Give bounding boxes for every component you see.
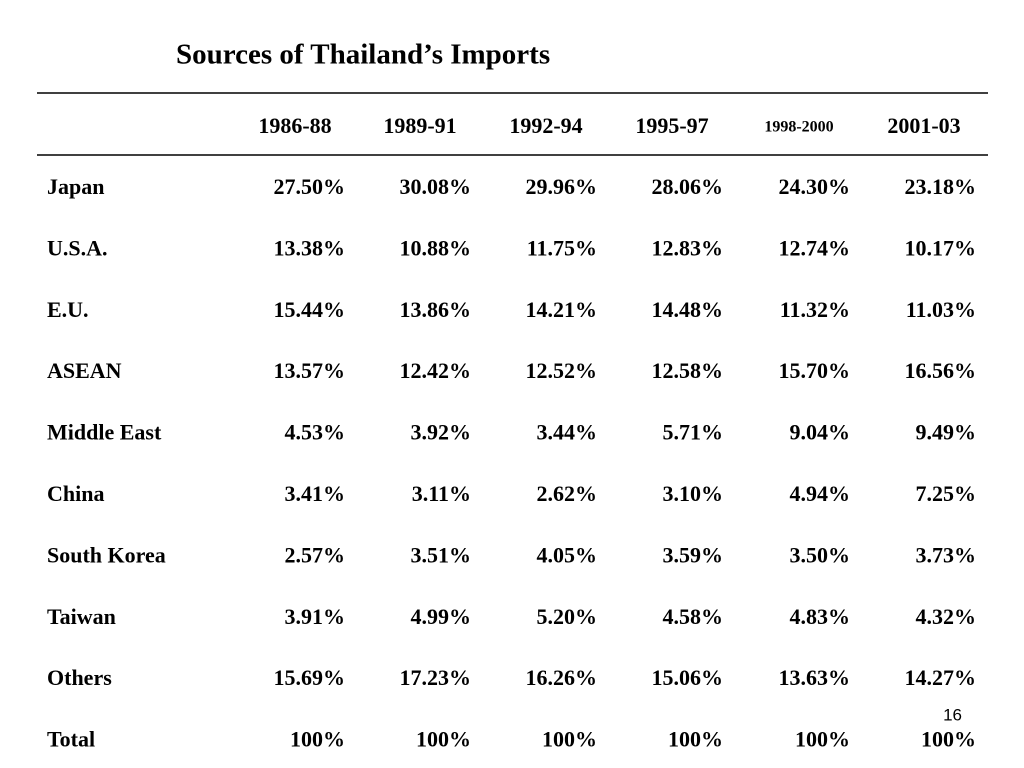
table-cell: 5.20% <box>537 604 598 629</box>
table-cell: 4.99% <box>411 604 472 629</box>
table-cell: 4.58% <box>663 604 724 629</box>
table-cell: 14.48% <box>652 297 724 322</box>
table-cell: 13.57% <box>274 358 346 383</box>
table-cell: 17.23% <box>400 665 472 690</box>
table-cell: 4.05% <box>537 542 598 567</box>
table-cell: 23.18% <box>905 174 977 199</box>
column-header: 1992-94 <box>509 113 582 138</box>
table-cell: 14.27% <box>905 665 977 690</box>
table-cell: 3.51% <box>411 542 472 567</box>
table-cell: 15.06% <box>652 665 724 690</box>
table-cell: 3.11% <box>412 481 471 506</box>
table-cell: 15.70% <box>779 358 851 383</box>
table-cell: 3.73% <box>916 542 977 567</box>
row-label: Others <box>47 665 112 690</box>
table-cell: 12.74% <box>779 235 851 260</box>
column-header: 1998-2000 <box>764 119 833 136</box>
table-cell: 30.08% <box>400 174 472 199</box>
table-cell: 3.44% <box>537 420 598 445</box>
table-cell: 4.32% <box>916 604 977 629</box>
table-cell: 3.41% <box>285 481 346 506</box>
table-cell: 3.59% <box>663 542 724 567</box>
table-cell: 9.49% <box>916 420 977 445</box>
table-cell: 100% <box>416 727 471 752</box>
table-cell: 15.44% <box>274 297 346 322</box>
table-cell: 12.58% <box>652 358 724 383</box>
table-cell: 100% <box>795 727 850 752</box>
table-cell: 29.96% <box>526 174 598 199</box>
table-cell: 100% <box>542 727 597 752</box>
table-cell: 100% <box>921 727 976 752</box>
table-cell: 16.56% <box>905 358 977 383</box>
table-cell: 5.71% <box>663 420 724 445</box>
column-header: 1989-91 <box>383 113 456 138</box>
table-cell: 2.57% <box>285 542 346 567</box>
table-cell: 3.91% <box>285 604 346 629</box>
slide-title: Sources of Thailand’s Imports <box>176 39 550 71</box>
table-cell: 12.42% <box>400 358 472 383</box>
table-cell: 11.32% <box>780 297 850 322</box>
table-cell: 4.53% <box>285 420 346 445</box>
table-cell: 3.92% <box>411 420 472 445</box>
table-cell: 13.86% <box>400 297 472 322</box>
row-label: China <box>47 481 104 506</box>
table-cell: 27.50% <box>274 174 346 199</box>
row-label: Taiwan <box>47 604 116 629</box>
row-label: U.S.A. <box>47 235 108 260</box>
table-cell: 14.21% <box>526 297 598 322</box>
table-cell: 4.83% <box>790 604 851 629</box>
table-cell: 7.25% <box>916 481 977 506</box>
table-cell: 10.17% <box>905 235 977 260</box>
table-cell: 2.62% <box>537 481 598 506</box>
table-cell: 4.94% <box>790 481 851 506</box>
table-cell: 9.04% <box>790 420 851 445</box>
table-cell: 3.50% <box>790 542 851 567</box>
table-cell: 24.30% <box>779 174 851 199</box>
table-cell: 15.69% <box>274 665 346 690</box>
table-cell: 16.26% <box>526 665 598 690</box>
table-cell: 28.06% <box>652 174 724 199</box>
row-label: ASEAN <box>47 358 122 383</box>
row-label: Middle East <box>47 420 162 445</box>
table-cell: 10.88% <box>400 235 472 260</box>
table-cell: 11.75% <box>527 235 597 260</box>
table-cell: 11.03% <box>906 297 976 322</box>
table-cell: 100% <box>668 727 723 752</box>
column-header: 1995-97 <box>635 113 708 138</box>
table-cell: 13.38% <box>274 235 346 260</box>
table-cell: 12.83% <box>652 235 724 260</box>
table-cell: 100% <box>290 727 345 752</box>
column-header: 2001-03 <box>887 113 960 138</box>
table-cell: 12.52% <box>526 358 598 383</box>
column-header: 1986-88 <box>258 113 331 138</box>
table-cell: 3.10% <box>663 481 724 506</box>
row-label: Total <box>47 727 95 752</box>
row-label: South Korea <box>47 542 166 567</box>
table-cell: 13.63% <box>779 665 851 690</box>
row-label: E.U. <box>47 297 89 322</box>
page-number: 16 <box>943 705 962 724</box>
row-label: Japan <box>47 174 104 199</box>
